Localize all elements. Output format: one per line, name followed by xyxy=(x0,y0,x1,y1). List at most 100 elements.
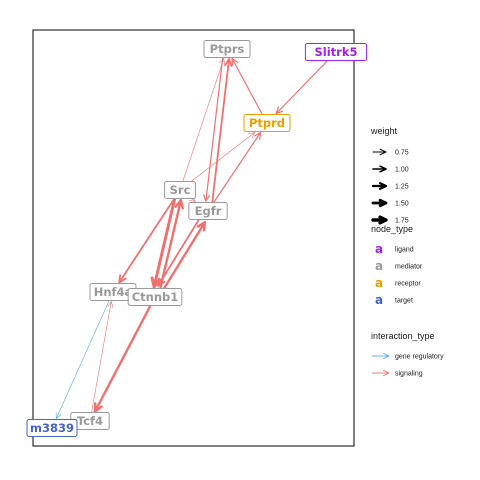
edge-arrowhead xyxy=(196,221,207,232)
node-box xyxy=(243,114,291,132)
node-label: Ptprd xyxy=(249,116,285,130)
legend-weight-item: 1.75 xyxy=(371,215,409,225)
edge-arrowhead xyxy=(248,132,255,139)
legend-node-type-label: target xyxy=(395,298,413,305)
legend-node-glyph: a xyxy=(375,293,383,307)
edge-ctnnb1-to-tcf4 xyxy=(93,304,152,413)
legend-node-type-label: receptor xyxy=(395,281,421,288)
edge-arrowhead xyxy=(219,58,225,65)
edge-ctnnb1-to-src xyxy=(158,198,184,291)
legend-node-type-label: ligand xyxy=(395,247,414,254)
legend-weight-title: weight xyxy=(370,126,398,136)
legend-interaction-label: gene regulatory xyxy=(395,354,444,361)
node-tcf4[interactable]: Tcf4 xyxy=(70,412,110,430)
edge-arrowhead xyxy=(107,301,114,308)
edge-line xyxy=(275,59,329,115)
legend-weight-item: 1.00 xyxy=(372,165,409,174)
edge-line xyxy=(205,56,224,202)
legend-node-type-label: mediator xyxy=(395,264,423,271)
edge-arrowhead xyxy=(157,277,166,287)
edge-line xyxy=(190,132,255,182)
legend-weight-arrowhead xyxy=(378,198,388,208)
legend-weight-item: 0.75 xyxy=(372,148,409,157)
edge-egfr-to-ctnnb1 xyxy=(157,216,201,287)
node-egfr[interactable]: Egfr xyxy=(188,202,228,220)
edge-arrowhead xyxy=(118,274,127,284)
legend-weight-label: 1.75 xyxy=(395,218,409,225)
plot-panel xyxy=(32,29,355,447)
edge-line xyxy=(182,58,225,182)
edge-line xyxy=(157,216,201,287)
legend-node-glyph: a xyxy=(375,259,383,273)
edge-tcf4-to-hnf4a xyxy=(91,301,114,413)
edge-line xyxy=(152,196,177,289)
legend-weight-item: 1.50 xyxy=(371,198,409,208)
edge-src-to-hnf4a xyxy=(118,197,176,284)
node-box xyxy=(26,419,78,437)
legend-interaction-type: interaction_type gene regulatory signalin… xyxy=(371,331,444,378)
node-label: m3839 xyxy=(30,421,74,435)
node-label: Slitrk5 xyxy=(315,45,358,59)
legend-interaction-item: gene regulatory xyxy=(372,352,444,361)
node-src[interactable]: Src xyxy=(164,181,196,199)
edge-src-to-ptprd xyxy=(190,132,255,182)
legend-weight-arrowhead xyxy=(379,148,387,156)
edges-layer xyxy=(55,56,329,419)
edge-ptprs-to-egfr xyxy=(203,56,224,202)
node-label: Ptprs xyxy=(210,42,245,56)
legend-node-type-item: a mediator xyxy=(375,259,423,273)
edge-line xyxy=(161,220,207,292)
edge-arrowhead xyxy=(254,131,262,140)
legend-weight-label: 1.50 xyxy=(395,201,409,208)
edge-line xyxy=(91,301,112,413)
node-ctnnb1[interactable]: Ctnnb1 xyxy=(127,288,183,306)
legend-weight-arrowhead xyxy=(379,182,388,190)
edge-slitrk5-to-ptprd xyxy=(275,59,329,115)
edge-line xyxy=(93,304,152,413)
node-box xyxy=(188,202,228,220)
node-ptprs[interactable]: Ptprs xyxy=(203,40,251,58)
edge-arrowhead xyxy=(174,199,184,210)
legend-weight: weight 0.75 1.00 1.25 1.50 1.75 xyxy=(370,126,409,225)
node-box xyxy=(127,288,183,306)
legend-interaction-item: signaling xyxy=(372,369,423,378)
edge-arrowhead xyxy=(275,106,284,115)
legend-node-type-title: node_type xyxy=(371,224,413,234)
node-gm3839[interactable]: m3839 xyxy=(26,419,78,437)
legend-weight-label: 0.75 xyxy=(395,150,409,157)
legend-node-glyph: a xyxy=(375,276,383,290)
legend-weight-item: 1.25 xyxy=(371,182,409,191)
legend-node-type-item: a target xyxy=(375,293,413,307)
node-box xyxy=(304,43,368,61)
node-label: Src xyxy=(170,183,191,197)
node-ptprd[interactable]: Ptprd xyxy=(243,114,291,132)
edge-arrowhead xyxy=(224,58,233,67)
node-label: Hnf4a xyxy=(94,285,133,299)
legend-weight-arrowhead xyxy=(378,215,388,225)
node-box xyxy=(203,40,251,58)
legend-node-type: node_type a ligand a mediator a receptor a targ… xyxy=(371,224,423,307)
edge-egfr-to-ptprd xyxy=(213,131,262,204)
edge-src-to-ptprs xyxy=(182,58,225,182)
legend-node-type-item: a receptor xyxy=(375,276,421,290)
node-label: Ctnnb1 xyxy=(132,290,179,304)
legend-interaction-arrowhead xyxy=(383,369,390,377)
legend-weight-arrowhead xyxy=(379,165,387,173)
edge-line xyxy=(55,300,110,419)
edge-arrowhead xyxy=(231,57,239,66)
legend-interaction-label: signaling xyxy=(395,371,423,378)
legend-interaction-type-title: interaction_type xyxy=(371,331,435,341)
edge-arrowhead xyxy=(203,194,211,202)
node-label: Tcf4 xyxy=(77,414,103,428)
legend-weight-label: 1.25 xyxy=(395,184,409,191)
edge-hnf4a-to-gm3839 xyxy=(55,300,110,419)
edge-arrowhead xyxy=(55,412,62,419)
edge-ctnnb1-to-egfr xyxy=(161,220,207,292)
node-box xyxy=(164,181,196,199)
node-hnf4a[interactable]: Hnf4a xyxy=(89,283,137,301)
nodes-layer: Ptprs Slitrk5 Ptprd Src Egfr Hnf4a Ctnnb1 Tcf4m… xyxy=(26,40,368,437)
node-slitrk5[interactable]: Slitrk5 xyxy=(304,43,368,61)
edge-line xyxy=(211,58,231,204)
edge-ptprd-to-ptprs xyxy=(231,57,263,116)
